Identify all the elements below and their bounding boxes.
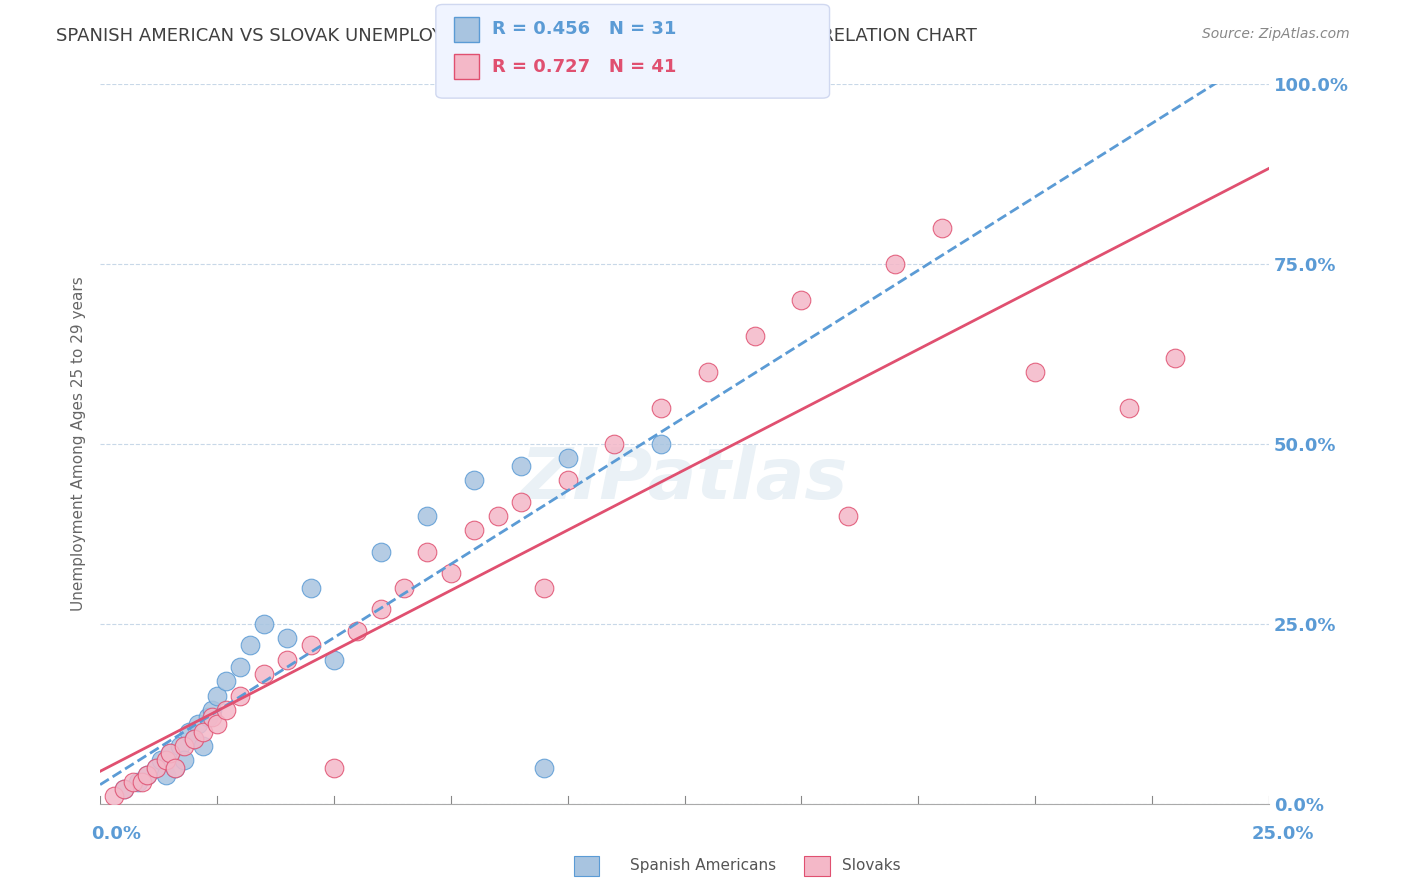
Point xyxy=(276,631,298,645)
Point xyxy=(253,667,276,681)
Point xyxy=(145,761,167,775)
Point xyxy=(149,753,172,767)
Point xyxy=(744,329,766,343)
Point xyxy=(215,703,238,717)
Point xyxy=(229,660,252,674)
Y-axis label: Unemployment Among Ages 25 to 29 years: Unemployment Among Ages 25 to 29 years xyxy=(72,277,86,611)
Point xyxy=(103,789,125,804)
Point xyxy=(163,761,186,775)
Point xyxy=(696,365,718,379)
Point xyxy=(121,775,143,789)
Point xyxy=(557,473,579,487)
Text: Spanish Americans: Spanish Americans xyxy=(630,858,776,872)
Point xyxy=(440,566,463,581)
Point xyxy=(322,653,344,667)
Point xyxy=(155,768,177,782)
Text: R = 0.727   N = 41: R = 0.727 N = 41 xyxy=(492,58,676,76)
Point xyxy=(205,689,228,703)
Point xyxy=(159,746,181,760)
Point xyxy=(135,768,157,782)
Point xyxy=(191,739,214,753)
Point xyxy=(463,524,485,538)
Point xyxy=(650,401,672,415)
Point xyxy=(215,674,238,689)
Text: 0.0%: 0.0% xyxy=(91,825,142,843)
Point xyxy=(183,731,205,746)
Point xyxy=(205,717,228,731)
Point xyxy=(509,494,531,508)
Point xyxy=(201,703,224,717)
Point xyxy=(533,761,555,775)
Point xyxy=(603,437,626,451)
Point xyxy=(177,724,200,739)
Point xyxy=(253,616,276,631)
Point xyxy=(112,782,135,797)
Point xyxy=(931,221,953,235)
Point xyxy=(533,581,555,595)
Text: SPANISH AMERICAN VS SLOVAK UNEMPLOYMENT AMONG AGES 25 TO 29 YEARS CORRELATION CH: SPANISH AMERICAN VS SLOVAK UNEMPLOYMENT … xyxy=(56,27,977,45)
Point xyxy=(201,710,224,724)
Point xyxy=(790,293,813,308)
Point xyxy=(183,731,205,746)
Point xyxy=(392,581,415,595)
Point xyxy=(322,761,344,775)
Point xyxy=(135,768,157,782)
Text: R = 0.456   N = 31: R = 0.456 N = 31 xyxy=(492,21,676,38)
Point xyxy=(884,257,907,271)
Point xyxy=(276,653,298,667)
Point xyxy=(112,782,135,797)
Point xyxy=(1164,351,1187,365)
Text: Slovaks: Slovaks xyxy=(842,858,901,872)
Text: Source: ZipAtlas.com: Source: ZipAtlas.com xyxy=(1202,27,1350,41)
Point xyxy=(187,717,209,731)
Text: 25.0%: 25.0% xyxy=(1253,825,1315,843)
Point xyxy=(145,761,167,775)
Point xyxy=(159,746,181,760)
Point xyxy=(837,508,859,523)
Point xyxy=(131,775,153,789)
Point xyxy=(299,638,322,652)
Point xyxy=(163,761,186,775)
Point xyxy=(239,638,262,652)
Point xyxy=(169,739,191,753)
Point xyxy=(463,473,485,487)
Point xyxy=(346,624,368,638)
Point xyxy=(229,689,252,703)
Point xyxy=(1118,401,1140,415)
Point xyxy=(155,753,177,767)
Point xyxy=(370,545,392,559)
Point xyxy=(173,739,195,753)
Point xyxy=(197,710,219,724)
Point xyxy=(650,437,672,451)
Text: ZIPatlas: ZIPatlas xyxy=(520,445,848,515)
Point xyxy=(486,508,509,523)
Point xyxy=(173,753,195,767)
Point xyxy=(191,724,214,739)
Point xyxy=(370,602,392,616)
Point xyxy=(299,581,322,595)
Point xyxy=(1024,365,1046,379)
Point xyxy=(509,458,531,473)
Point xyxy=(416,545,439,559)
Point xyxy=(557,451,579,466)
Point xyxy=(127,775,149,789)
Point xyxy=(416,508,439,523)
